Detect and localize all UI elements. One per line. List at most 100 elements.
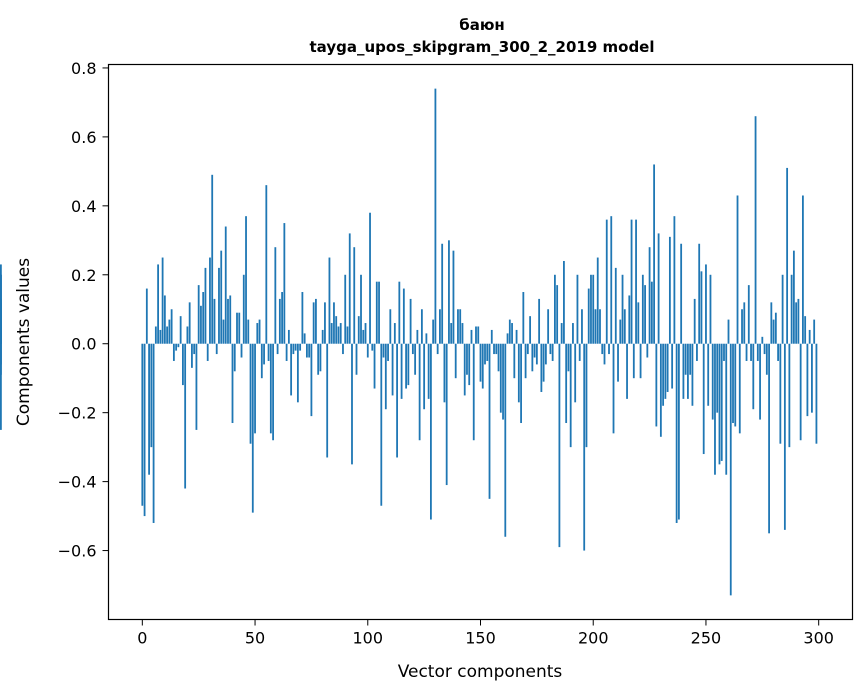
- bar-276: [763, 343, 766, 355]
- bar-218: [632, 343, 635, 379]
- x-tick-label: 300: [803, 629, 834, 648]
- bar-279: [770, 302, 773, 344]
- bar-127: [427, 343, 430, 399]
- bar-6: [154, 326, 157, 344]
- bar-50: [254, 343, 256, 434]
- bar-230: [659, 343, 662, 437]
- bar-269: [747, 285, 750, 344]
- bar-118: [407, 343, 410, 386]
- bar-15: [175, 343, 178, 351]
- bar-73: [305, 343, 308, 358]
- bar-182: [551, 343, 554, 361]
- bar-266: [741, 309, 743, 344]
- bar-147: [472, 343, 475, 441]
- bar-208: [610, 216, 613, 344]
- bar-180: [547, 309, 550, 344]
- bar-5: [152, 343, 155, 523]
- bar-264: [736, 195, 739, 344]
- bar-255: [716, 343, 719, 413]
- bar-163: [508, 319, 511, 344]
- bar-228: [655, 343, 658, 427]
- bar-175: [535, 343, 538, 365]
- bar-179: [544, 343, 547, 365]
- bar-285: [783, 343, 786, 530]
- bar-121: [414, 343, 417, 375]
- bar-239: [680, 243, 683, 344]
- bar-undefined: [0, 298, 2, 344]
- bar-245: [693, 298, 696, 344]
- bar-13: [170, 309, 173, 344]
- bar-214: [623, 309, 626, 344]
- bar-248: [700, 271, 703, 344]
- bar-62: [281, 292, 284, 344]
- bar-204: [601, 343, 604, 355]
- bar-268: [745, 343, 748, 361]
- bars-group: [0, 88, 818, 596]
- x-tick-label: 0: [137, 629, 147, 648]
- bar-193: [576, 274, 579, 344]
- plot-frame: [107, 63, 854, 621]
- bar-174: [533, 343, 536, 358]
- bar-159: [499, 343, 502, 413]
- bar-160: [502, 343, 504, 420]
- bar-167: [517, 343, 520, 403]
- bar-54: [263, 343, 265, 365]
- bar-229: [657, 233, 660, 344]
- bar-297: [811, 343, 813, 413]
- bar-32: [213, 298, 216, 344]
- bar-37: [224, 226, 227, 344]
- bar-44: [240, 343, 243, 358]
- bar-251: [707, 343, 710, 406]
- bar-undefined: [0, 343, 2, 365]
- y-tick-label: 0.0: [71, 335, 96, 354]
- bar-102: [371, 343, 374, 351]
- bar-210: [614, 267, 617, 344]
- bar-241: [684, 343, 687, 375]
- bar-69: [296, 343, 299, 403]
- bar-20: [186, 326, 189, 344]
- bar-18: [181, 343, 184, 386]
- bar-192: [574, 343, 577, 403]
- bar-197: [585, 343, 588, 448]
- bar-290: [795, 302, 798, 344]
- bar-211: [617, 343, 619, 382]
- bar-294: [804, 316, 807, 344]
- bar-35: [220, 250, 223, 344]
- bar-81: [324, 302, 326, 344]
- bar-135: [445, 343, 448, 486]
- bar-126: [425, 333, 428, 344]
- bar-1: [143, 343, 146, 517]
- bar-207: [608, 343, 610, 355]
- bar-196: [583, 343, 586, 551]
- bar-198: [587, 288, 590, 344]
- bar-63: [283, 223, 286, 344]
- bar-91: [346, 326, 349, 344]
- bar-94: [353, 247, 356, 344]
- bar-206: [605, 219, 608, 344]
- bar-7: [157, 264, 160, 344]
- x-tick-label: 250: [691, 629, 722, 648]
- y-tick-label: −0.2: [58, 404, 97, 423]
- bar-244: [691, 343, 694, 406]
- bar-232: [664, 343, 667, 399]
- bar-258: [723, 343, 725, 361]
- bar-200: [592, 274, 595, 344]
- bar-53: [260, 343, 263, 379]
- bar-33: [215, 343, 218, 355]
- bar-40: [231, 343, 234, 424]
- bar-252: [709, 274, 712, 344]
- bar-55: [265, 185, 268, 344]
- bar-38: [227, 298, 229, 344]
- bar-194: [578, 343, 581, 361]
- bar-236: [673, 216, 676, 344]
- bar-104: [375, 281, 378, 344]
- bar-168: [520, 343, 522, 424]
- bar-184: [556, 285, 559, 344]
- bar-28: [204, 267, 207, 344]
- bar-86: [335, 316, 338, 344]
- bar-176: [538, 298, 541, 344]
- bar-98: [362, 329, 365, 344]
- bar-234: [668, 236, 671, 344]
- y-tick-label: −0.6: [58, 542, 97, 561]
